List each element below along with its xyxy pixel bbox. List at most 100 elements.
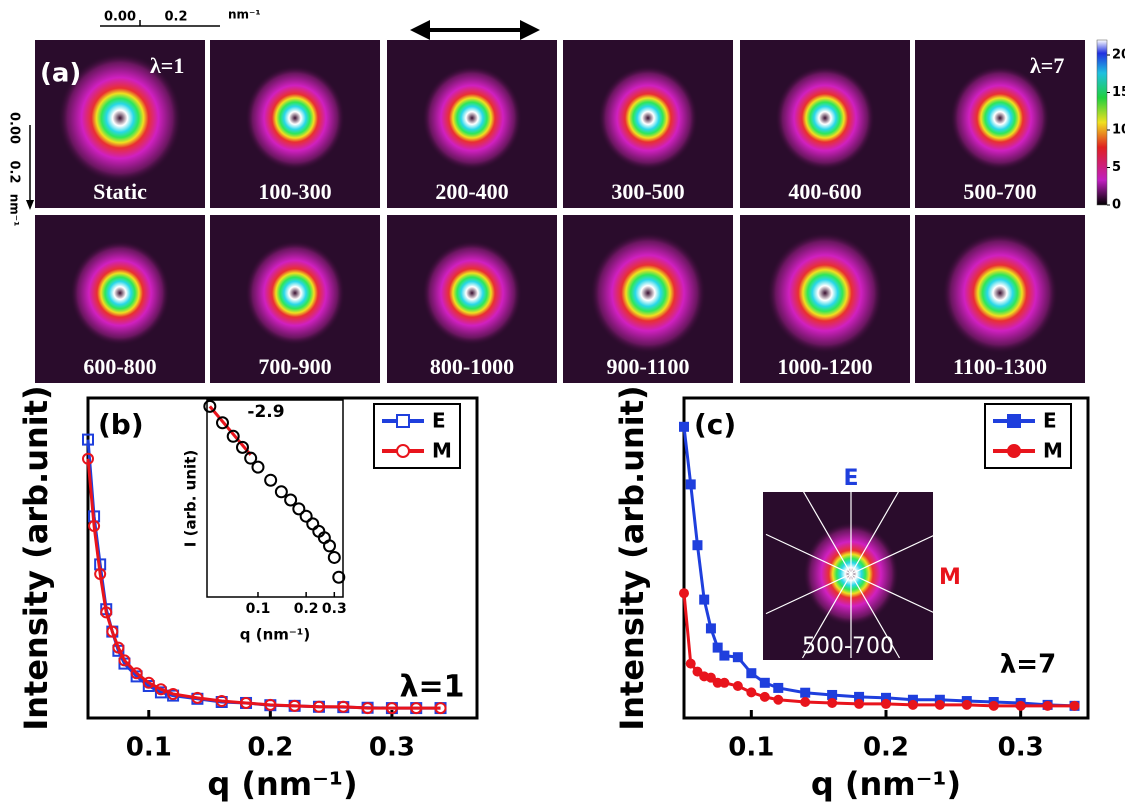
x-tick-label: 0.2	[294, 601, 319, 617]
colorbar-tick-label: 10	[1112, 123, 1125, 138]
panel-label: (c)	[694, 408, 736, 441]
colorbar-tick-label: 0	[1112, 198, 1121, 213]
x-tick-label: 0.3	[322, 601, 347, 617]
x-axis-label: q (nm⁻¹)	[240, 626, 310, 644]
marker	[907, 699, 918, 710]
pattern-blob	[245, 240, 345, 346]
x-tick-label: 0.3	[369, 733, 415, 763]
marker	[685, 658, 696, 669]
x-tick-label: 0.2	[863, 733, 909, 763]
pattern-blob	[590, 232, 706, 354]
marker	[719, 650, 730, 661]
marker	[292, 502, 306, 516]
tile-label: Static	[93, 179, 147, 204]
tile-label: 200-400	[435, 179, 508, 204]
pattern-blob	[70, 240, 170, 346]
x-tick-label: 0.1	[728, 733, 774, 763]
marker	[679, 588, 689, 599]
marker	[284, 493, 298, 507]
y-axis-label: Intensity (arb.unit)	[17, 385, 55, 730]
pattern-blob	[775, 65, 875, 171]
series-line	[86, 458, 441, 710]
pattern-blob	[422, 65, 522, 171]
scale-label: 0.00	[7, 112, 22, 144]
pattern-grid: Static 100-300 200-400 300-500 400-600 500-70…	[35, 40, 1085, 383]
marker	[773, 682, 784, 693]
marker	[130, 667, 143, 680]
tile-label: 800-1000	[430, 354, 514, 379]
legend-marker	[1007, 414, 1021, 428]
inset-label-e: E	[843, 466, 858, 491]
marker	[235, 440, 249, 454]
marker	[264, 698, 277, 711]
marker	[251, 460, 265, 474]
marker	[82, 433, 94, 446]
scale-label: 0.2	[164, 10, 187, 25]
colorbar-tick-label: 15	[1112, 85, 1125, 100]
tile-label: 600-800	[83, 354, 156, 379]
marker	[759, 691, 770, 702]
marker	[337, 700, 350, 713]
pattern-blob	[950, 65, 1050, 171]
marker	[732, 681, 743, 691]
marker	[106, 625, 119, 638]
marker	[692, 540, 703, 551]
marker	[827, 697, 838, 708]
scale-label: 0.2	[7, 160, 22, 183]
marker	[685, 479, 696, 490]
marker	[244, 451, 258, 465]
scale-label: 0.00	[104, 10, 136, 25]
marker	[705, 623, 716, 634]
marker	[191, 691, 204, 704]
marker	[154, 683, 167, 696]
marker	[288, 699, 301, 712]
marker	[306, 517, 320, 531]
pattern-blob	[245, 65, 345, 171]
marker	[410, 702, 423, 715]
colorbar-tick-label: 20	[1112, 48, 1125, 63]
marker	[732, 652, 743, 663]
marker	[274, 485, 288, 499]
marker	[699, 594, 710, 605]
marker	[434, 702, 447, 715]
marker	[332, 570, 346, 584]
legend-marker	[396, 414, 410, 428]
marker	[82, 452, 94, 465]
annotation: λ=1	[400, 670, 465, 705]
marker	[100, 606, 113, 619]
panel-label: (a)	[40, 59, 81, 89]
marker	[692, 666, 703, 677]
marker	[1069, 700, 1080, 711]
marker	[88, 520, 101, 532]
marker	[759, 677, 770, 688]
x-tick-label: 0.3	[998, 733, 1044, 763]
legend-label: M	[1043, 439, 1063, 463]
stretch-arrow	[410, 20, 540, 40]
tile-label: 100-300	[258, 179, 331, 204]
colorbar	[1096, 39, 1108, 206]
legend-box	[373, 403, 461, 469]
legend-marker	[1007, 444, 1021, 458]
scale-top: 0.00 0.2 nm⁻¹	[100, 8, 261, 27]
marker	[800, 697, 811, 707]
tile-label: 1000-1200	[777, 354, 872, 379]
scale-left: 0.00 0.2 nm⁻¹	[7, 112, 34, 226]
marker	[216, 416, 230, 430]
marker	[203, 399, 217, 413]
marker	[94, 568, 107, 580]
marker	[299, 509, 313, 523]
plot-frame	[86, 396, 479, 720]
annotation: λ=7	[1000, 650, 1056, 680]
pattern-blob	[767, 232, 883, 354]
marker	[746, 668, 757, 679]
marker	[800, 687, 811, 698]
marker	[1015, 700, 1026, 711]
tile-label: 400-600	[788, 179, 861, 204]
marker	[142, 676, 155, 689]
y-axis-label: Intensity (arb.unit)	[613, 385, 651, 730]
colorbar-tick-label: 5	[1112, 160, 1121, 175]
pattern-blob	[598, 65, 698, 171]
marker	[240, 696, 253, 709]
panel-label: (b)	[98, 408, 144, 441]
